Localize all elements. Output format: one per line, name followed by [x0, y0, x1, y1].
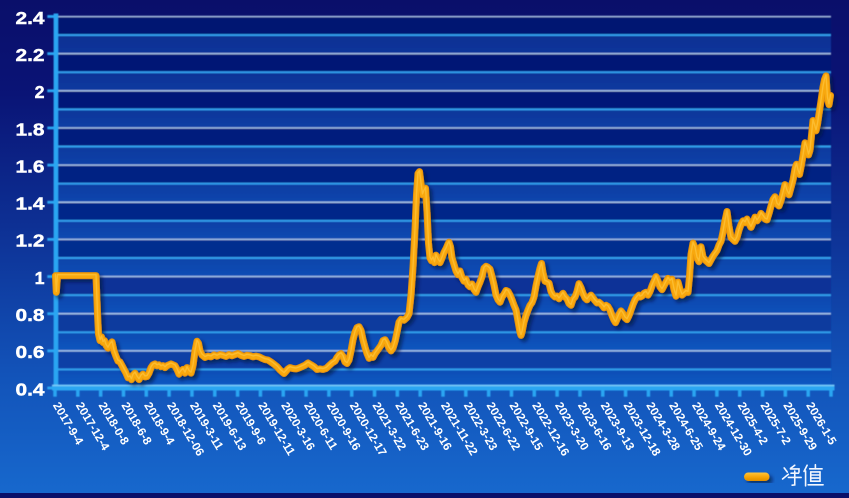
svg-text:1.2: 1.2	[16, 231, 45, 251]
svg-text:2: 2	[35, 82, 45, 102]
svg-text:1.4: 1.4	[16, 194, 45, 214]
svg-text:2.2: 2.2	[16, 45, 45, 65]
svg-text:1.8: 1.8	[16, 119, 45, 139]
svg-text:1.6: 1.6	[16, 156, 45, 176]
svg-text:2.4: 2.4	[16, 8, 45, 28]
svg-text:0.6: 0.6	[16, 342, 45, 362]
svg-text:0.4: 0.4	[16, 379, 45, 399]
svg-text:0.8: 0.8	[16, 305, 45, 325]
svg-text:1: 1	[35, 268, 45, 288]
